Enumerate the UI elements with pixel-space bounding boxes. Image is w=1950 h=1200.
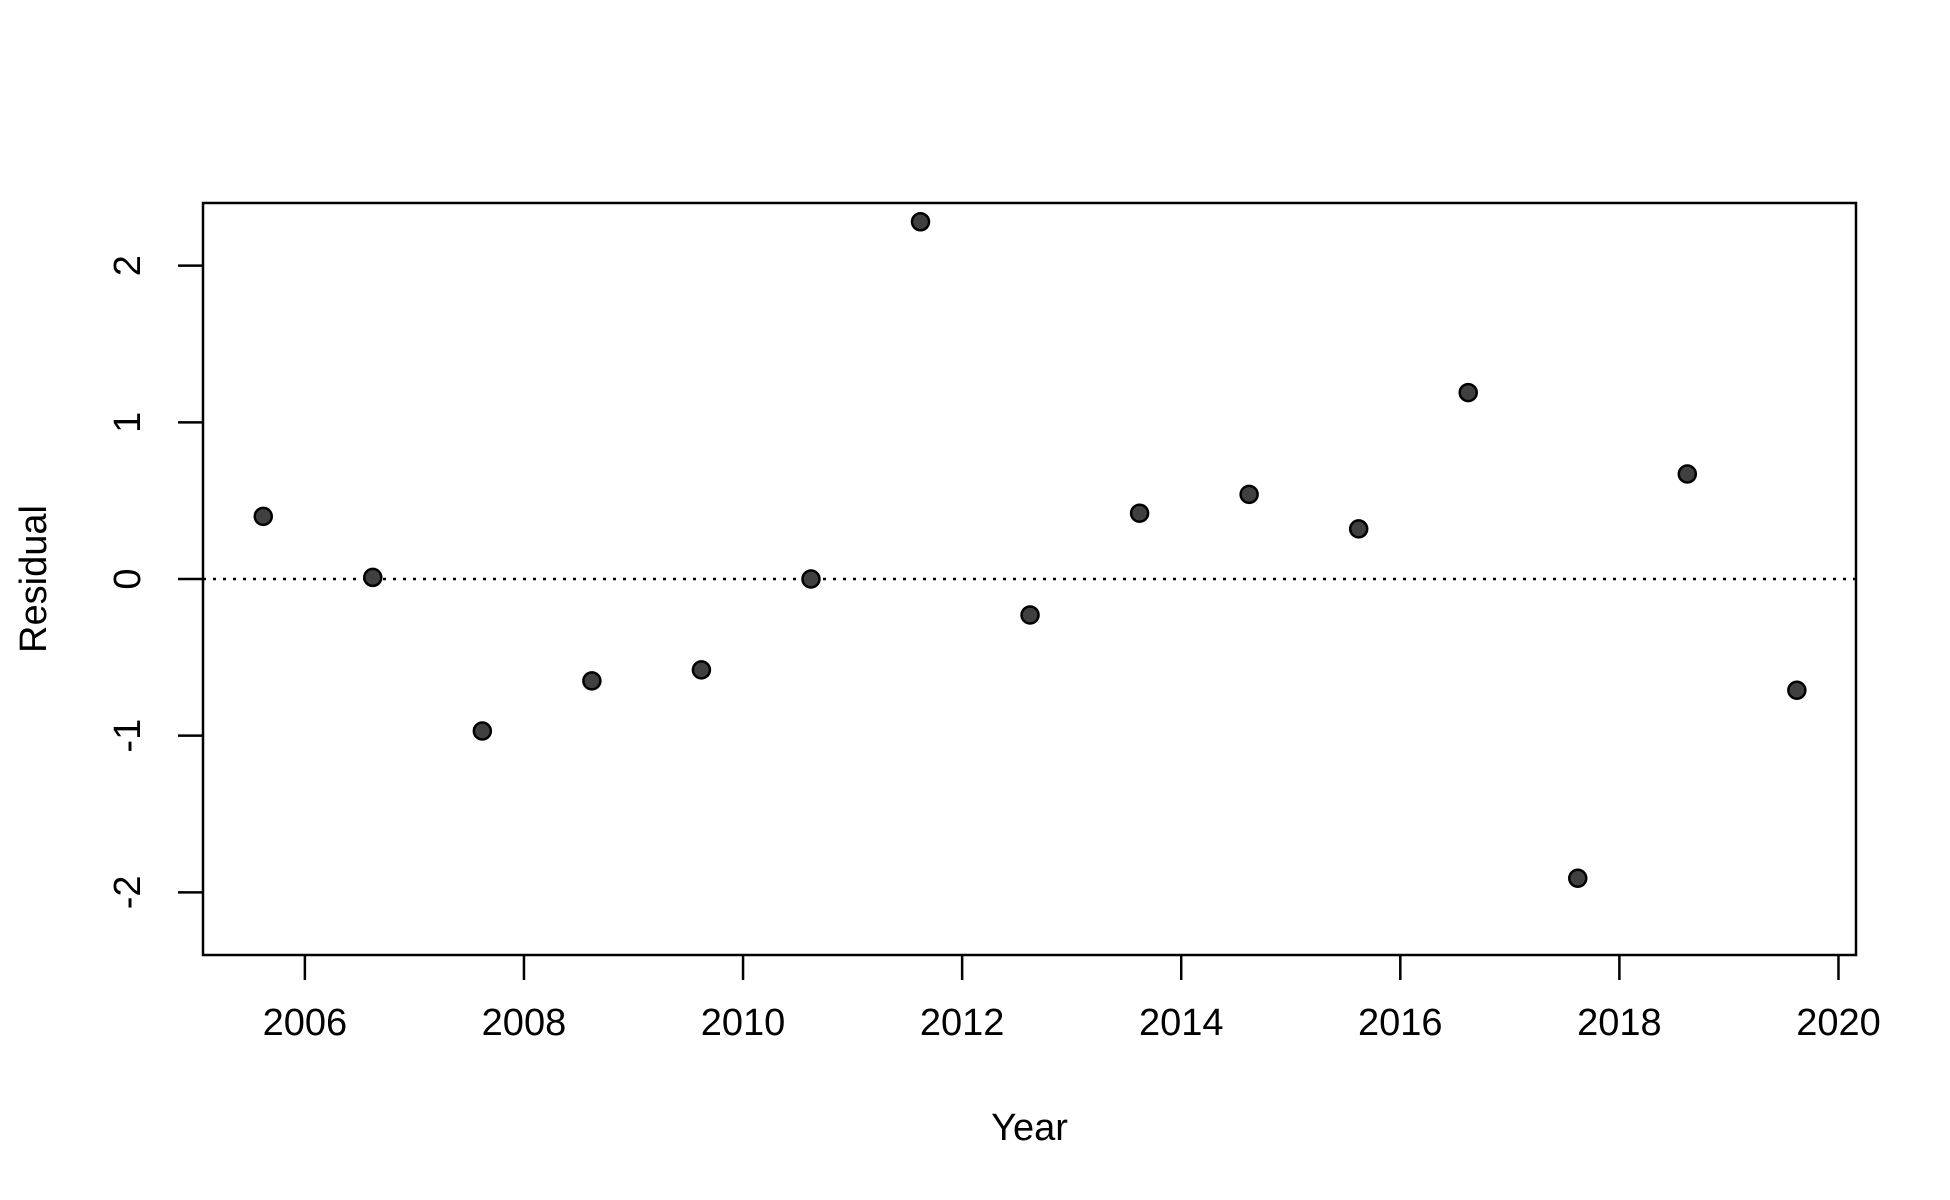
y-tick-label: 0 [107, 568, 149, 589]
data-point [1239, 484, 1259, 505]
y-axis-title: Residual [13, 505, 55, 653]
x-tick-label: 2018 [1577, 1002, 1662, 1044]
data-point [253, 506, 273, 527]
data-point [582, 671, 602, 691]
y-tick-label: -1 [107, 719, 149, 753]
y-tick-label: 2 [107, 255, 149, 276]
data-point [472, 721, 493, 741]
plot-frame [201, 201, 1858, 957]
x-axis-title: Year [991, 1107, 1068, 1149]
x-tick-label: 2012 [920, 1002, 1005, 1044]
data-points [253, 212, 1807, 888]
x-tick-label: 2020 [1796, 1002, 1881, 1044]
y-tick-label: -2 [107, 875, 149, 909]
x-tick-label: 2008 [482, 1002, 567, 1044]
data-point [363, 567, 383, 588]
x-tick-label: 2014 [1139, 1002, 1224, 1044]
x-tick-label: 2010 [701, 1002, 786, 1044]
y-tick-label: 1 [107, 412, 149, 433]
x-tick-label: 2006 [263, 1002, 348, 1044]
data-point [1677, 464, 1698, 484]
data-point [1348, 519, 1369, 539]
data-point [1787, 680, 1807, 700]
x-axis: 2006 2008 2010 2012 2014 2016 2018 2020 [263, 955, 1881, 1044]
y-axis: -2 -1 0 1 2 [107, 255, 203, 909]
x-tick-label: 2016 [1358, 1002, 1443, 1044]
data-point [1020, 605, 1040, 625]
data-point [1129, 503, 1150, 523]
data-point [1568, 868, 1588, 888]
data-point [801, 569, 821, 589]
data-point [1458, 382, 1478, 403]
data-point [910, 212, 931, 232]
plot-border [201, 201, 1858, 957]
data-point [691, 660, 712, 680]
